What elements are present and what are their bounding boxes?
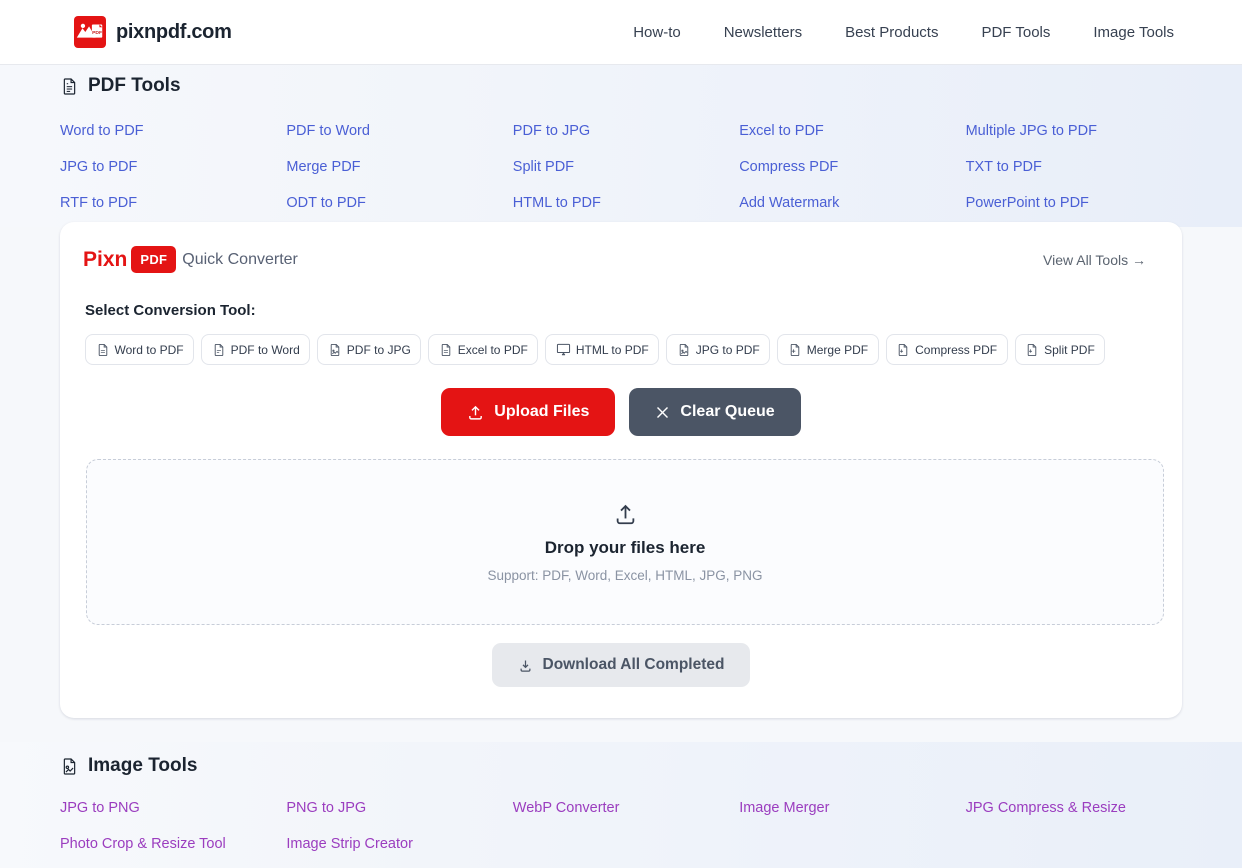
svg-text:PDF: PDF <box>92 30 102 36</box>
